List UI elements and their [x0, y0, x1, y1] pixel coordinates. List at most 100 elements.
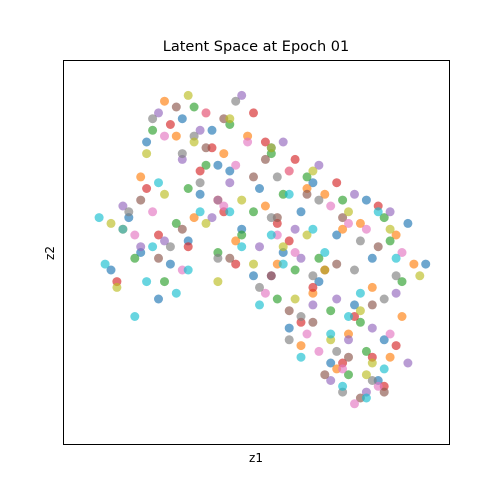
scatter-point [112, 282, 122, 292]
scatter-point [148, 207, 158, 217]
scatter-point [320, 265, 330, 275]
scatter-point [213, 160, 223, 170]
scatter-point [231, 259, 241, 269]
scatter-point [379, 335, 389, 345]
scatter-point [361, 393, 371, 403]
scatter-point [183, 184, 193, 193]
scatter-point [350, 189, 359, 199]
scatter-point [237, 90, 247, 100]
scatter-point [201, 160, 211, 170]
scatter-point [195, 166, 205, 176]
scatter-point [100, 259, 110, 269]
scatter-point [183, 265, 193, 275]
scatter-point [373, 242, 383, 252]
scatter-point [332, 346, 342, 356]
scatter-point [171, 102, 181, 112]
scatter-point [130, 253, 140, 263]
scatter-point [314, 277, 324, 287]
scatter-point [142, 184, 152, 193]
scatter-point [397, 248, 407, 257]
scatter-point [225, 114, 235, 124]
scatter-point [124, 207, 134, 217]
scatter-point [338, 195, 348, 205]
scatter-point [379, 294, 389, 304]
scatter-point [219, 149, 229, 159]
scatter-point [231, 236, 241, 246]
scatter-point [284, 306, 294, 316]
scatter-point [201, 218, 211, 228]
scatter-point [367, 282, 377, 292]
scatter-point [391, 288, 401, 298]
scatter-point [355, 288, 365, 298]
scatter-point [249, 271, 258, 281]
scatter-point [308, 271, 318, 281]
scatter-point [320, 370, 330, 380]
scatter-point [314, 346, 324, 356]
scatter-point [344, 207, 353, 217]
scatter-point [361, 195, 371, 205]
scatter-point [171, 131, 181, 141]
scatter-point [255, 282, 264, 292]
scatter-point [177, 224, 187, 234]
scatter-point [219, 201, 229, 211]
scatter-point [142, 137, 152, 147]
scatter-point [213, 195, 223, 205]
scatter-point [272, 294, 282, 304]
scatter-point [361, 224, 371, 234]
scatter-points [94, 90, 431, 409]
scatter-point [296, 312, 306, 321]
scatter-point [266, 213, 276, 223]
scatter-point [237, 230, 247, 240]
scatter-point [171, 288, 181, 298]
scatter-point [118, 224, 128, 234]
scatter-point [391, 341, 401, 351]
scatter-point [385, 329, 395, 339]
scatter-point [231, 160, 241, 170]
scatter-point [142, 277, 152, 287]
scatter-point [403, 218, 413, 228]
scatter-point [302, 189, 312, 199]
scatter-point [177, 149, 187, 159]
scatter-point [148, 242, 158, 252]
scatter-point [344, 218, 353, 228]
scatter-point [189, 213, 199, 223]
scatter-point [266, 271, 276, 281]
scatter-point [296, 341, 306, 351]
scatter-point [296, 207, 306, 217]
scatter-point [136, 172, 146, 182]
scatter-point [183, 90, 193, 100]
scatter-point [379, 387, 389, 397]
scatter-point [207, 125, 217, 135]
scatter-point [350, 300, 359, 310]
scatter-point [165, 259, 175, 269]
scatter-point [320, 189, 330, 199]
scatter-point [373, 381, 383, 391]
scatter-point [260, 137, 270, 147]
scatter-point [290, 154, 300, 164]
scatter-point [255, 184, 264, 193]
scatter-point [243, 137, 253, 147]
scatter-point [361, 370, 371, 380]
scatter-point [160, 96, 169, 106]
scatter-point [308, 178, 318, 188]
scatter-point [296, 352, 306, 362]
scatter-point [332, 294, 342, 304]
scatter-point [290, 224, 300, 234]
scatter-point [391, 230, 401, 240]
scatter-point [213, 277, 223, 287]
scatter-point [326, 376, 336, 385]
scatter-point [302, 329, 312, 339]
scatter-point [249, 172, 258, 182]
scatter-point [266, 230, 276, 240]
scatter-point [177, 114, 187, 124]
x-axis-label: z1 [249, 451, 263, 465]
scatter-point [355, 306, 365, 316]
scatter-point [302, 230, 312, 240]
scatter-point [195, 189, 205, 199]
scatter-point [118, 201, 128, 211]
scatter-point [148, 125, 158, 135]
scatter-point [391, 271, 401, 281]
scatter-point [367, 323, 377, 333]
scatter-point [338, 364, 348, 374]
